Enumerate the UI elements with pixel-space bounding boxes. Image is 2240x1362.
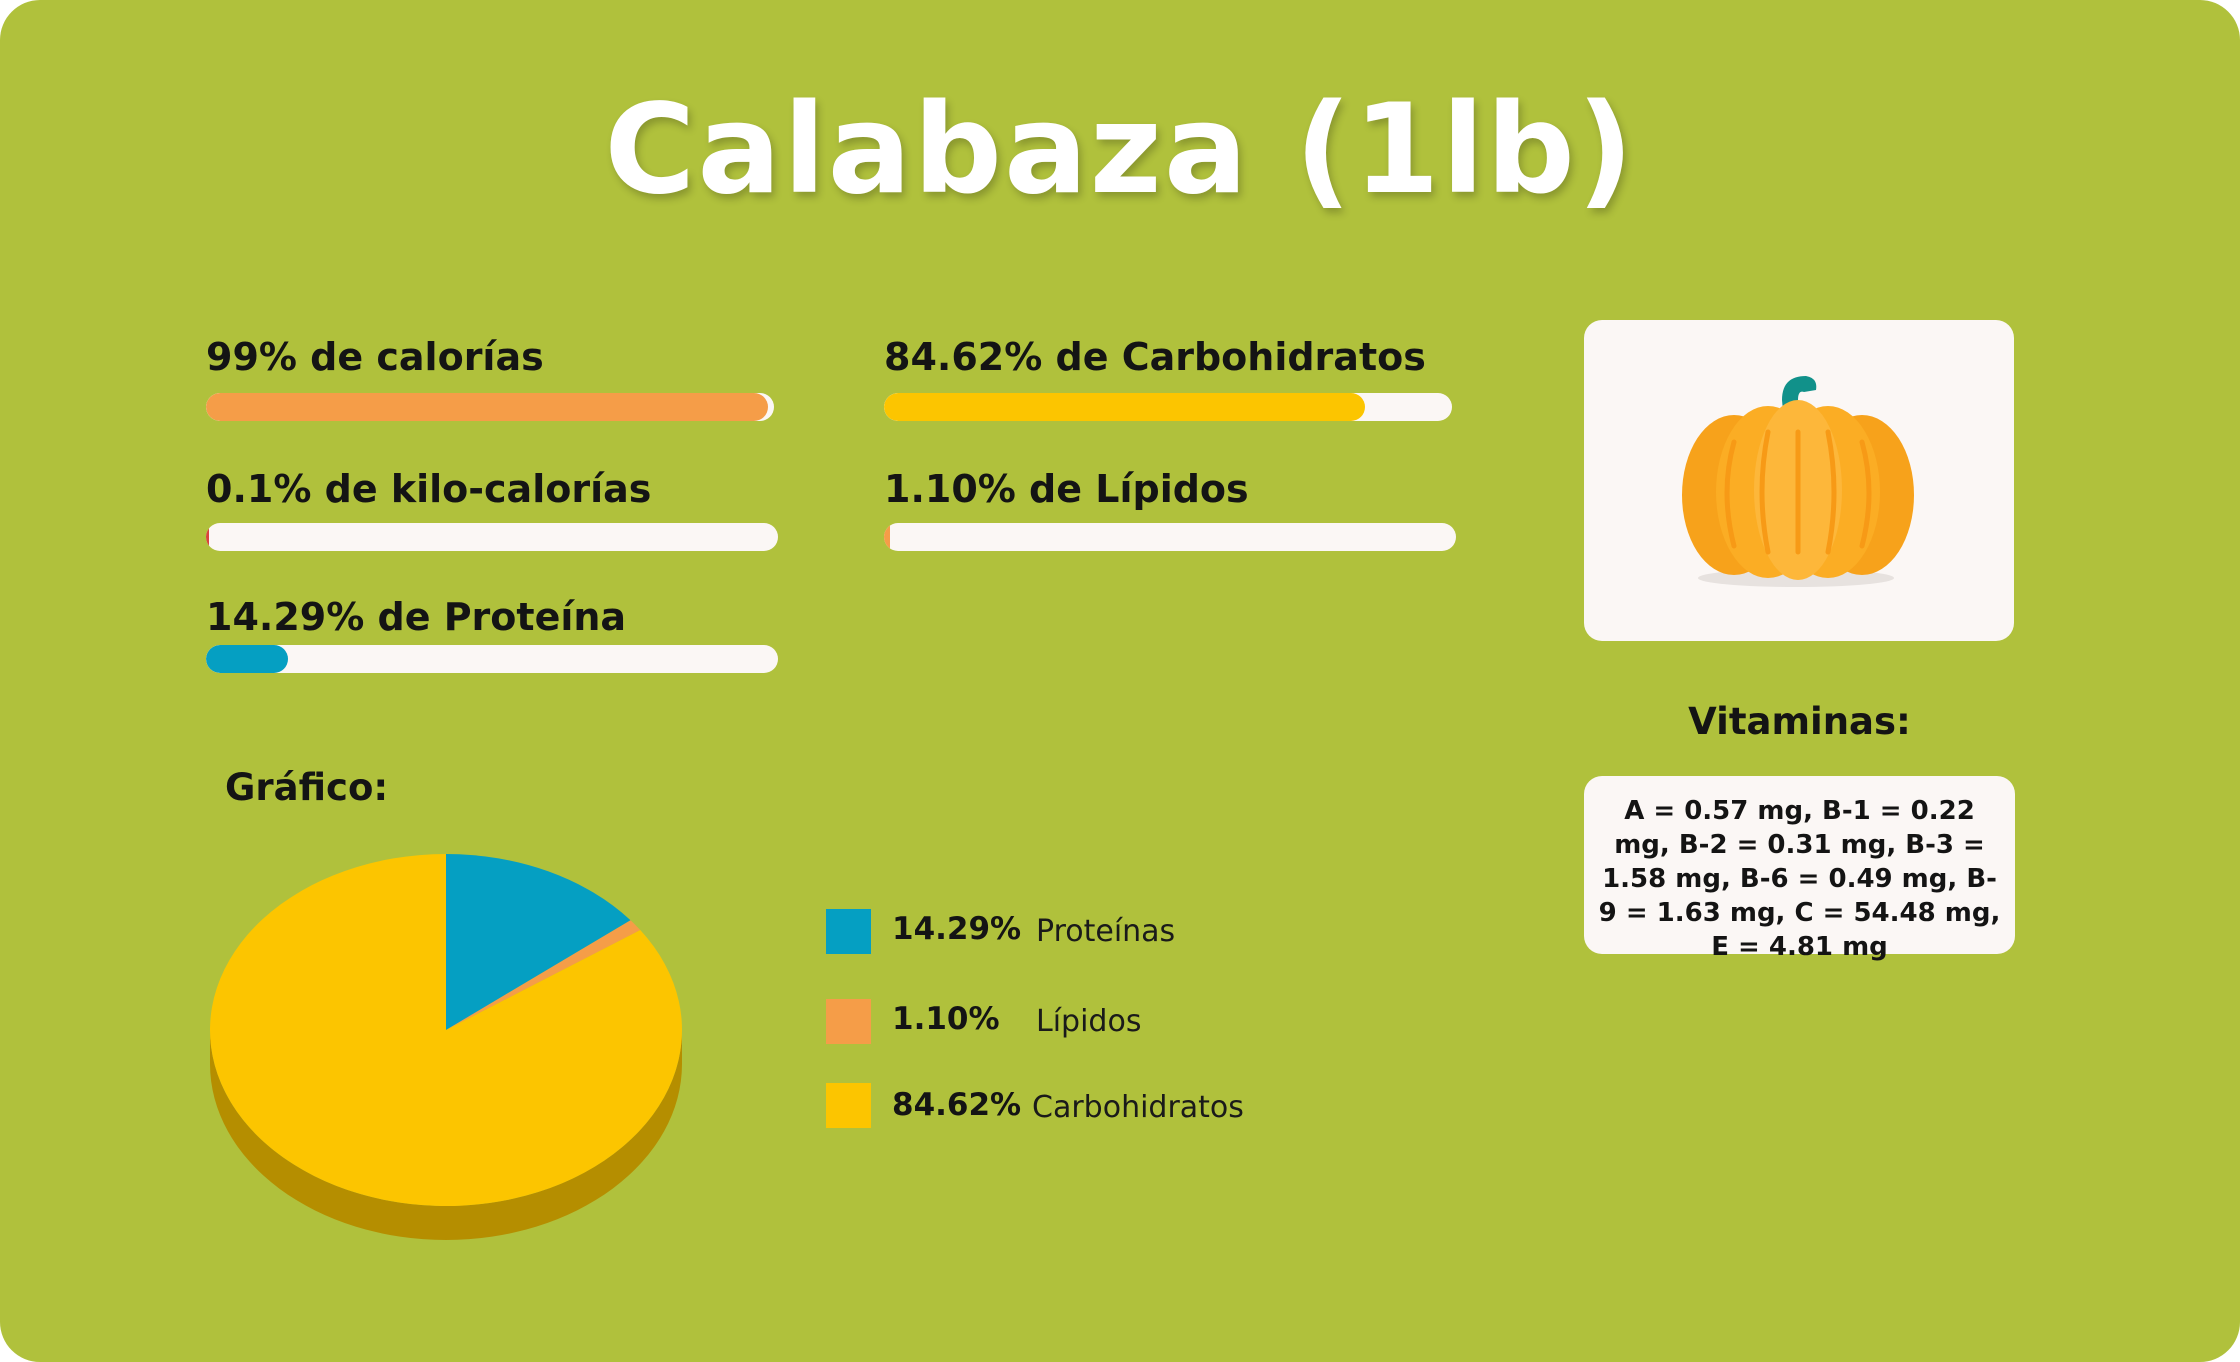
legend-label-proteins: Proteínas [1036, 914, 1176, 949]
pie-slice-carbs [210, 854, 683, 1206]
legend-label-lipids: Lípidos [1036, 1004, 1142, 1039]
legend-label-carbs: Carbohidratos [1032, 1090, 1244, 1125]
metric-protein-label: 14.29% de Proteína [206, 595, 627, 639]
metric-carbs-fill [884, 393, 1365, 421]
metric-calories-bar [206, 393, 774, 421]
metric-kilocalories-label: 0.1% de kilo-calorías [206, 467, 652, 511]
food-image-card [1584, 320, 2014, 641]
vitamins-text: A = 0.57 mg, B-1 = 0.22 mg, B-2 = 0.31 m… [1598, 796, 2001, 962]
pie-slice-proteins [446, 854, 631, 1030]
pie-slice-lipids [446, 920, 641, 1030]
page-title: Calabaza (1lb) [604, 78, 1636, 222]
metric-protein-fill [206, 645, 288, 673]
metric-protein-bar [206, 645, 778, 673]
metric-calories-label: 99% de calorías [206, 335, 544, 379]
metric-lipids-fill [884, 523, 891, 551]
legend-swatch-carbs [826, 1083, 871, 1128]
chart-heading: Gráfico: [225, 766, 389, 809]
legend-swatch-lipids [826, 999, 871, 1044]
metric-lipids-label: 1.10% de Lípidos [884, 467, 1249, 511]
metric-calories-fill [206, 393, 769, 421]
vitamins-box: A = 0.57 mg, B-1 = 0.22 mg, B-2 = 0.31 m… [1584, 776, 2015, 962]
pie-chart [210, 854, 683, 1240]
vitamins-heading: Vitaminas: [1688, 700, 1911, 743]
metric-carbs-bar [884, 393, 1452, 421]
metric-carbs-label: 84.62% de Carbohidratos [884, 335, 1426, 379]
metric-lipids-bar [884, 523, 1456, 551]
pumpkin-icon [1682, 376, 1914, 587]
legend-swatch-proteins [826, 909, 871, 954]
legend-value-proteins: 14.29% [892, 911, 1022, 947]
metric-kilocalories-bar [206, 523, 778, 551]
legend-value-carbs: 84.62% [892, 1087, 1022, 1123]
pie-side-wall [210, 1030, 682, 1240]
legend-value-lipids: 1.10% [892, 1001, 1000, 1037]
metric-kilocalories-fill [206, 523, 209, 551]
